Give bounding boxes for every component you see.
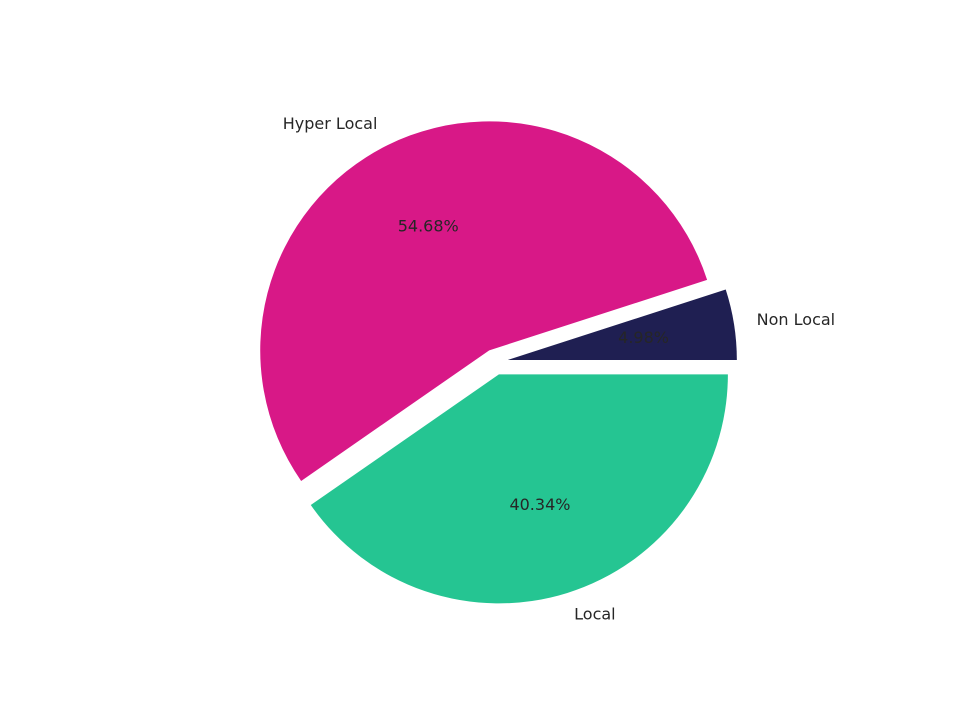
percent-label: 54.68%	[398, 217, 459, 236]
percent-label: 4.98%	[618, 328, 669, 347]
slice-label: Non Local	[757, 310, 835, 329]
pie-slice	[310, 374, 728, 604]
slice-label: Hyper Local	[283, 114, 378, 133]
percent-label: 40.34%	[509, 495, 570, 514]
pie-slice	[260, 121, 708, 481]
pie-slice	[507, 289, 737, 360]
slice-label: Local	[574, 604, 615, 623]
